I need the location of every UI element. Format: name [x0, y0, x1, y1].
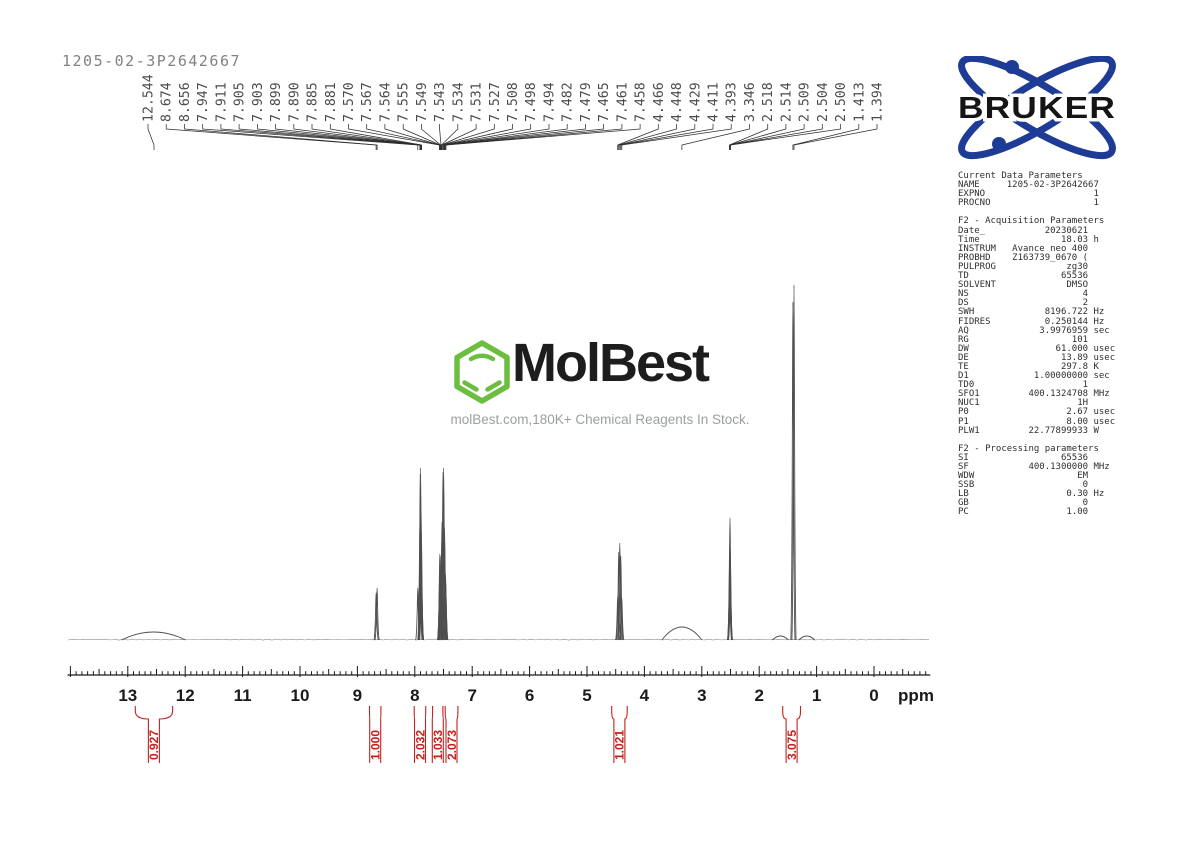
svg-text:2.073: 2.073: [445, 730, 459, 760]
svg-text:1.394: 1.394: [871, 82, 886, 122]
svg-text:7.564: 7.564: [378, 82, 393, 122]
svg-text:7.527: 7.527: [488, 82, 503, 122]
molbest-watermark: MolBest molBest.com,180K+ Chemical Reage…: [446, 333, 756, 436]
svg-text:5: 5: [582, 686, 591, 705]
svg-text:7.479: 7.479: [579, 82, 594, 122]
svg-text:7.899: 7.899: [269, 82, 284, 122]
svg-text:7.911: 7.911: [214, 82, 229, 122]
bruker-logo-text: BRUKER: [958, 90, 1116, 125]
svg-text:7.508: 7.508: [506, 82, 521, 122]
svg-text:1.033: 1.033: [431, 730, 445, 760]
svg-text:7.531: 7.531: [470, 82, 485, 122]
svg-text:2.500: 2.500: [834, 82, 849, 122]
svg-text:9: 9: [353, 686, 362, 705]
parameters-panel: Current Data Parameters NAME 1205-02-3P2…: [958, 171, 1116, 518]
integral-marks: 0.927 1.000 2.032 1.033 2.073 1.021 3.075: [134, 706, 802, 763]
svg-text:4.393: 4.393: [725, 82, 740, 122]
svg-text:7.570: 7.570: [342, 82, 357, 122]
svg-text:7.905: 7.905: [233, 82, 248, 122]
svg-text:8.674: 8.674: [160, 82, 175, 122]
spectrum-trace: [67, 284, 930, 641]
svg-text:2.504: 2.504: [816, 82, 831, 122]
svg-text:7.567: 7.567: [360, 82, 375, 122]
svg-text:12: 12: [176, 686, 195, 705]
svg-text:2: 2: [754, 686, 763, 705]
svg-text:7.534: 7.534: [451, 82, 466, 122]
svg-text:0: 0: [869, 686, 878, 705]
svg-text:7.498: 7.498: [524, 82, 539, 122]
svg-text:4: 4: [640, 686, 650, 705]
svg-text:12.544: 12.544: [142, 74, 157, 122]
svg-text:7.885: 7.885: [306, 82, 321, 122]
svg-text:11: 11: [234, 686, 252, 705]
svg-text:2.518: 2.518: [761, 82, 776, 122]
svg-text:3: 3: [697, 686, 706, 705]
electron-dot-icon: [1005, 60, 1019, 74]
svg-text:7.543: 7.543: [433, 82, 448, 122]
svg-text:1.413: 1.413: [852, 82, 867, 122]
svg-text:10: 10: [291, 686, 310, 705]
molbest-tagline: molBest.com,180K+ Chemical Reagents In S…: [450, 412, 750, 427]
svg-text:7.549: 7.549: [415, 82, 430, 122]
peak-leader-lines: [147, 124, 878, 150]
svg-text:7.890: 7.890: [287, 82, 302, 122]
svg-text:7.482: 7.482: [561, 82, 576, 122]
svg-text:1.021: 1.021: [613, 730, 627, 760]
svg-text:7.465: 7.465: [597, 82, 612, 122]
svg-text:6: 6: [525, 686, 534, 705]
svg-text:1: 1: [812, 686, 821, 705]
x-axis: 13 12 11 10 9 8 7 6 5 4 3 2 1 0 ppm: [67, 666, 934, 705]
spectrum-title: 1205-02-3P2642667: [62, 52, 242, 70]
svg-text:2.032: 2.032: [413, 730, 427, 760]
molbest-wordmark: MolBest: [512, 333, 710, 393]
svg-text:1.000: 1.000: [369, 730, 383, 760]
svg-text:4.411: 4.411: [707, 82, 722, 122]
svg-text:ppm: ppm: [898, 686, 934, 705]
svg-text:2.514: 2.514: [779, 82, 794, 122]
svg-text:8.656: 8.656: [178, 82, 193, 122]
svg-text:3.346: 3.346: [743, 82, 758, 122]
svg-text:4.429: 4.429: [688, 82, 703, 122]
svg-text:4.466: 4.466: [652, 82, 667, 122]
svg-text:8: 8: [410, 686, 419, 705]
svg-text:7.494: 7.494: [543, 82, 558, 122]
svg-text:2.509: 2.509: [798, 82, 813, 122]
svg-text:7.881: 7.881: [324, 82, 339, 122]
svg-text:0.927: 0.927: [147, 730, 161, 760]
svg-text:4.448: 4.448: [670, 82, 685, 122]
electron-dot-icon: [992, 137, 1006, 151]
svg-text:7.555: 7.555: [397, 82, 412, 122]
svg-text:7: 7: [467, 686, 476, 705]
svg-text:7.903: 7.903: [251, 82, 266, 122]
svg-text:7.458: 7.458: [634, 82, 649, 122]
svg-text:3.075: 3.075: [785, 730, 799, 760]
svg-text:13: 13: [118, 686, 137, 705]
svg-text:7.947: 7.947: [196, 82, 211, 122]
bruker-orbits-icon: [958, 56, 1116, 160]
svg-text:7.461: 7.461: [615, 82, 630, 122]
molbest-hexagon-icon: [454, 340, 510, 404]
bruker-logo: BRUKER: [955, 56, 1119, 160]
peak-labels-group: 12.544 8.674 8.656 7.947 7.911 7.905 7.903 7.89…: [142, 74, 886, 122]
